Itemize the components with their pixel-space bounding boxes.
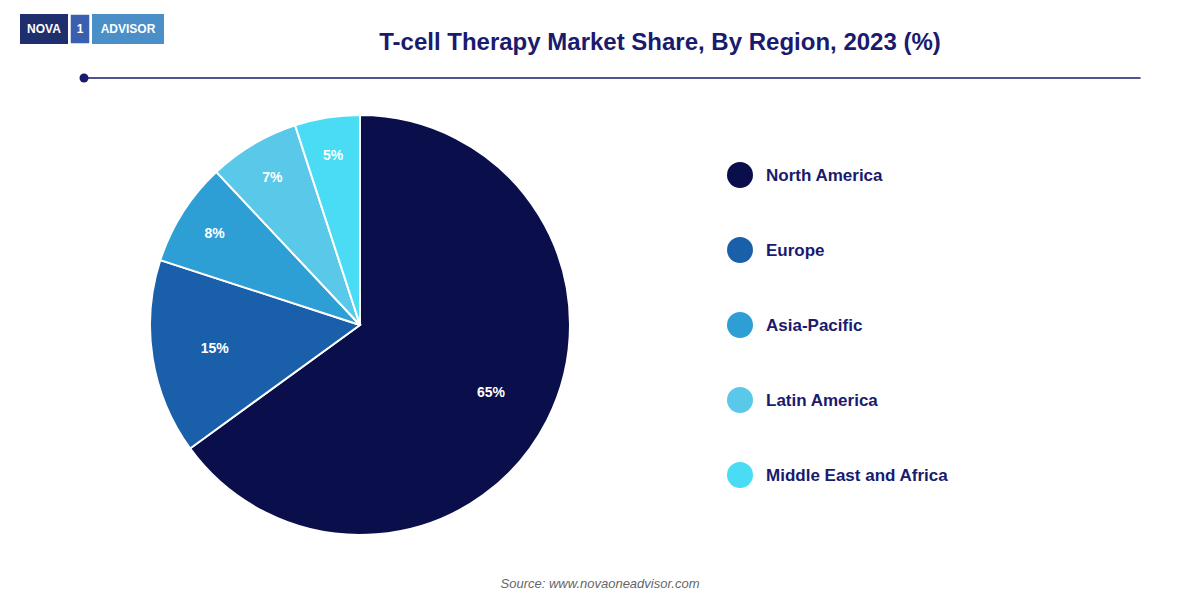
data-label: 7% bbox=[262, 169, 283, 185]
pie-slice bbox=[295, 115, 360, 325]
chart-svg: NOVA 1 ADVISOR T-cell Therapy Market Share,… bbox=[0, 0, 1200, 600]
data-label: 65% bbox=[477, 384, 506, 400]
legend-marker bbox=[727, 462, 753, 488]
data-labels: 65% 15% 8% 7% 5% bbox=[201, 147, 506, 400]
chart-title: T-cell Therapy Market Share, By Region, … bbox=[379, 28, 941, 55]
legend-marker bbox=[727, 387, 753, 413]
logo-text: ADVISOR bbox=[101, 22, 156, 36]
data-label: 5% bbox=[323, 147, 344, 163]
legend-label: Europe bbox=[766, 241, 825, 260]
legend-label: North America bbox=[766, 166, 883, 185]
legend: North America Europe Asia-Pacific Latin Ame… bbox=[727, 162, 948, 488]
logo-text: 1 bbox=[77, 22, 84, 36]
source-note: Source: www.novaoneadvisor.com bbox=[501, 576, 700, 591]
legend-marker bbox=[727, 312, 753, 338]
chart-container: NOVA 1 ADVISOR T-cell Therapy Market Share,… bbox=[0, 0, 1200, 600]
logo-text: NOVA bbox=[27, 22, 61, 36]
logo-box bbox=[20, 14, 68, 44]
data-label: 15% bbox=[201, 340, 230, 356]
logo-box bbox=[92, 14, 164, 44]
legend-marker bbox=[727, 162, 753, 188]
background bbox=[0, 0, 1200, 600]
logo: NOVA 1 ADVISOR bbox=[20, 14, 164, 44]
legend-marker bbox=[727, 237, 753, 263]
data-label: 8% bbox=[204, 225, 225, 241]
title-rule bbox=[84, 77, 1140, 79]
legend-label: Latin America bbox=[766, 391, 878, 410]
pie bbox=[150, 115, 570, 535]
legend-label: Asia-Pacific bbox=[766, 316, 862, 335]
legend-label: Middle East and Africa bbox=[766, 466, 948, 485]
title-bullet bbox=[80, 74, 89, 83]
logo-box bbox=[70, 14, 90, 44]
